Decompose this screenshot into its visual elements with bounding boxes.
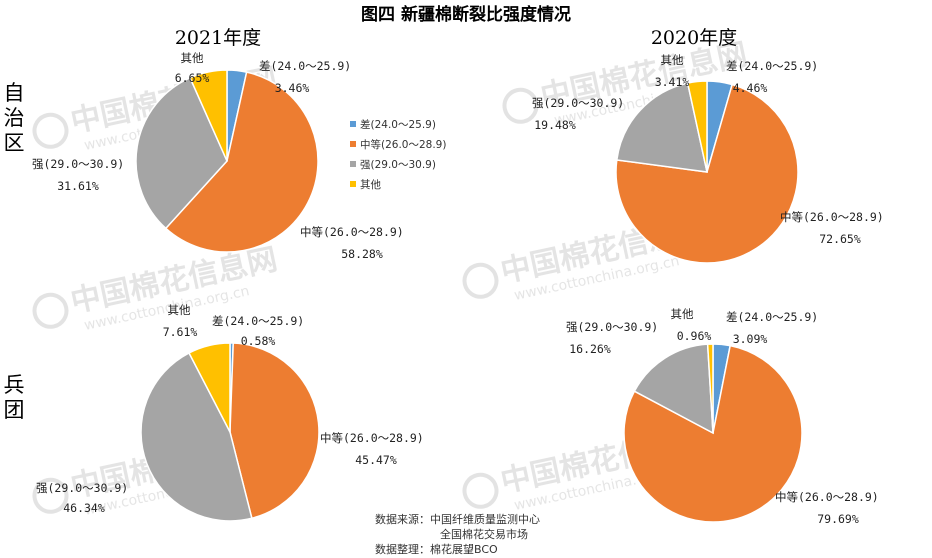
slice-name-label: 其他 [671, 307, 694, 321]
legend-swatch [350, 161, 356, 167]
pie-slice [189, 69, 228, 162]
slice-name-label: 差(24.0～25.9) [212, 314, 304, 328]
slice-name-label: 强(29.0～30.9) [36, 481, 128, 495]
slice-name-label: 强(29.0～30.9) [32, 157, 124, 171]
pie-slice [615, 83, 799, 264]
slice-value-label: 0.96% [677, 329, 712, 343]
slice-value-label: 7.61% [163, 325, 198, 339]
pie-charts [135, 69, 803, 523]
slice-value-label: 4.46% [733, 81, 768, 95]
slice-value-label: 58.28% [341, 247, 383, 261]
pie-slice [706, 343, 714, 434]
slice-name-label: 中等(26.0～28.9) [320, 431, 424, 445]
slice-value-label: 19.48% [534, 118, 576, 132]
slice-name-label: 强(29.0～30.9) [532, 96, 624, 110]
legend-entry: 强(29.0～30.9) [360, 159, 436, 171]
slice-name-label: 其他 [181, 51, 204, 65]
legend-entry: 差(24.0～25.9) [360, 118, 436, 131]
slice-name-label: 强(29.0～30.9) [566, 320, 658, 334]
figure-title: 图四 新疆棉断裂比强度情况 [361, 4, 571, 25]
slice-name-label: 差(24.0～25.9) [259, 59, 351, 73]
pie-slice [229, 342, 320, 520]
slice-name-label: 中等(26.0～28.9) [300, 225, 404, 239]
legend-swatch [350, 181, 356, 187]
slice-name-label: 其他 [168, 303, 191, 317]
row-label: 兵团 [4, 373, 25, 422]
pie-slice [633, 343, 714, 435]
pie-slice [164, 71, 319, 253]
slice-value-label: 16.26% [569, 342, 611, 356]
slice-value-label: 6.65% [175, 71, 210, 85]
column-title-2020: 2020年度 [651, 27, 737, 49]
slice-name-label: 差(24.0～25.9) [726, 59, 818, 73]
legend: 差(24.0～25.9) 中等(26.0～28.9) 强(29.0～30.9) 其他 [350, 118, 446, 191]
pie-slice [686, 80, 708, 173]
slice-value-label: 79.69% [817, 512, 859, 526]
slice-value-label: 3.41% [655, 75, 690, 89]
slice-value-label: 31.61% [57, 179, 99, 193]
slice-name-label: 中等(26.0～28.9) [775, 490, 879, 504]
row-label: 自治区 [4, 81, 25, 155]
source-line-3: 数据整理：棉花展望BCO [375, 542, 498, 556]
source-line-1: 数据来源：中国纤维质量监测中心 [375, 512, 540, 526]
slice-value-label: 45.47% [355, 453, 397, 467]
source-line-2: 全国棉花交易市场 [440, 527, 528, 541]
source-note: 数据来源：中国纤维质量监测中心 全国棉花交易市场 数据整理：棉花展望BCO [375, 512, 540, 556]
pie-slice [140, 351, 253, 522]
pie-chart [623, 343, 803, 523]
slice-value-label: 46.34% [63, 501, 105, 515]
slice-value-label: 3.09% [733, 332, 768, 346]
slice-name-label: 差(24.0～25.9) [726, 310, 818, 324]
data-labels: 差(24.0～25.9) 3.46% 中等(26.0～28.9) 58.28% 强(29… [32, 51, 884, 526]
legend-swatch [350, 121, 356, 127]
pie-chart [615, 80, 799, 264]
pie-slice [188, 342, 231, 433]
legend-entry: 中等(26.0～28.9) [360, 138, 446, 151]
legend-entry: 其他 [360, 178, 381, 191]
slice-value-label: 0.58% [241, 334, 276, 348]
pie-chart [140, 342, 320, 522]
legend-swatch [350, 141, 356, 147]
slice-name-label: 其他 [661, 53, 684, 67]
pie-chart [135, 69, 319, 253]
slice-name-label: 中等(26.0～28.9) [780, 210, 884, 224]
pie-slice [615, 82, 708, 173]
column-title-2021: 2021年度 [175, 27, 261, 49]
pie-slice [135, 76, 228, 230]
slice-value-label: 72.65% [819, 232, 861, 246]
slice-value-label: 3.46% [275, 81, 310, 95]
